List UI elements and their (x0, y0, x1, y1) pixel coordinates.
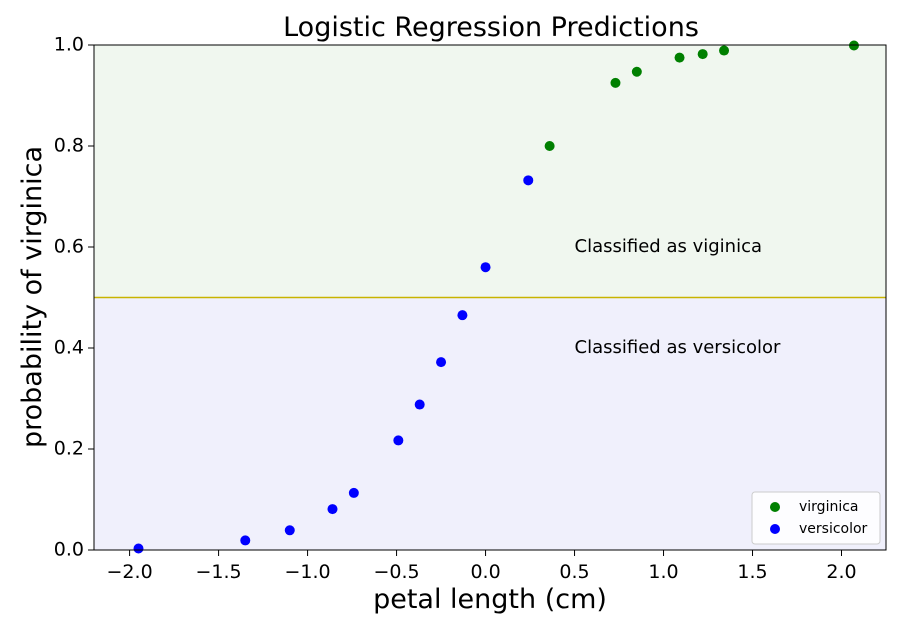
chart-title: Logistic Regression Predictions (283, 12, 699, 43)
plot-background (94, 45, 886, 550)
x-tick-label: 1.0 (648, 561, 678, 583)
x-tick-label: −0.5 (373, 561, 419, 583)
point-virginica-4 (697, 49, 708, 60)
annotation-1: Classified as versicolor (575, 337, 781, 358)
point-virginica-5 (719, 45, 730, 56)
point-versicolor-10 (523, 175, 534, 186)
legend-label-versicolor: versicolor (799, 521, 868, 537)
point-virginica-6 (848, 40, 859, 51)
annotation-layer: Classified as viginica Classified as vers… (575, 236, 781, 358)
point-versicolor-9 (480, 262, 491, 273)
x-tick-label: 0.5 (559, 561, 589, 583)
y-tick-label: 0.8 (54, 135, 84, 157)
point-versicolor-2 (284, 525, 295, 536)
points-layer (133, 40, 859, 554)
point-versicolor-4 (348, 487, 359, 498)
legend-marker-versicolor (770, 524, 780, 534)
legend: virginica versicolor (751, 491, 881, 545)
point-versicolor-6 (414, 399, 425, 410)
legend-label-virginica: virginica (799, 499, 859, 515)
point-virginica-3 (674, 52, 685, 63)
y-tick-label: 0.0 (54, 539, 84, 561)
region-0 (94, 45, 886, 298)
legend-marker-virginica (770, 502, 780, 512)
x-tick-label: 2.0 (826, 561, 856, 583)
x-axis: −2.0 −1.5 −1.0 −0.5 0.0 0.5 1.0 1.5 2.0 (107, 550, 857, 583)
point-versicolor-7 (436, 357, 447, 368)
point-virginica-0 (544, 141, 555, 151)
y-tick-label: 0.4 (54, 337, 84, 359)
y-tick-label: 1.0 (54, 34, 84, 56)
point-versicolor-1 (240, 535, 251, 546)
point-versicolor-8 (457, 310, 468, 321)
plot-frame (93, 44, 887, 551)
annotation-0: Classified as viginica (575, 236, 762, 257)
point-virginica-1 (610, 77, 621, 88)
x-axis-label: petal length (cm) (373, 584, 607, 615)
point-versicolor-3 (327, 504, 338, 515)
point-virginica-2 (631, 66, 642, 77)
legend-box (751, 491, 881, 545)
x-tick-label: −1.5 (196, 561, 242, 583)
point-versicolor-0 (133, 543, 144, 554)
y-axis: 0.0 0.2 0.4 0.6 0.8 1.0 (54, 34, 94, 561)
x-tick-label: 0.0 (470, 561, 500, 583)
x-tick-label: 1.5 (737, 561, 767, 583)
x-tick-label: −2.0 (107, 561, 153, 583)
y-axis-label: probability of virginica (17, 146, 48, 448)
x-tick-label: −1.0 (285, 561, 331, 583)
y-tick-label: 0.2 (54, 438, 84, 460)
y-tick-label: 0.6 (54, 236, 84, 258)
point-versicolor-5 (393, 435, 404, 446)
